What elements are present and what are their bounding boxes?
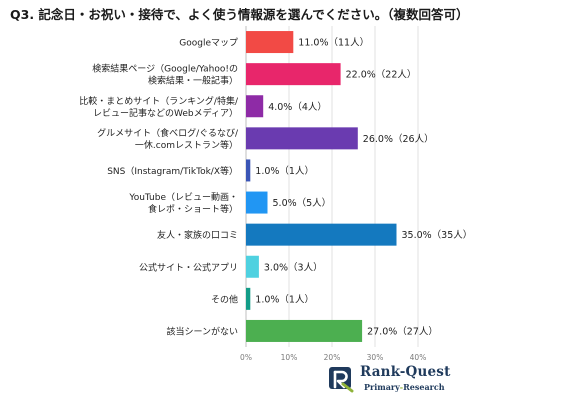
- x-tick-label-1: 10%: [281, 353, 298, 362]
- bar-2: [246, 95, 264, 118]
- bar-9: [246, 319, 363, 342]
- bar-5: [246, 191, 268, 214]
- value-label-1: 22.0%（22人）: [346, 69, 417, 81]
- category-label-1-line-0: 検索結果ページ（Google/Yahoo!の: [92, 63, 238, 75]
- bar-0: [246, 31, 294, 54]
- logo-name: Rank-Quest: [360, 364, 451, 380]
- x-tick-label-3: 30%: [367, 353, 384, 362]
- category-label-2-line-1: レビュー記事などのWebメディア）: [93, 107, 238, 119]
- value-label-3: 26.0%（26人）: [363, 133, 434, 145]
- category-label-0-line-0: Googleマップ: [179, 38, 238, 49]
- logo-subtitle: Primary-Research: [364, 382, 445, 392]
- bar-3: [246, 127, 358, 150]
- value-label-6: 35.0%（35人）: [402, 229, 473, 241]
- logo-subtitle-right: Research: [403, 382, 445, 392]
- value-label-5: 5.0%（5人）: [273, 197, 332, 209]
- category-label-9: 該当シーンがない: [166, 325, 238, 337]
- value-label-9: 27.0%（27人）: [367, 325, 438, 337]
- category-label-6: 友人・家族の口コミ: [157, 229, 238, 241]
- category-label-7: 公式サイト・公式アプリ: [139, 261, 238, 273]
- value-label-2: 4.0%（4人）: [268, 101, 327, 113]
- x-tick-label-4: 40%: [410, 353, 427, 362]
- category-label-3: グルメサイト（食べログ/ぐるなび/一休.comレストラン等）: [97, 127, 239, 151]
- category-label-9-line-0: 該当シーンがない: [166, 325, 238, 337]
- value-label-8: 1.0%（1人）: [255, 293, 314, 305]
- x-tick-label-2: 20%: [324, 353, 341, 362]
- bar-1: [246, 63, 341, 86]
- bar-4: [246, 159, 251, 182]
- category-label-5: YouTube（レビュー動画・食レポ・ショート等）: [128, 192, 238, 215]
- category-label-5-line-0: YouTube（レビュー動画・: [128, 192, 238, 203]
- category-label-1-line-1: 検索結果・一般記事）: [148, 75, 238, 87]
- category-label-0: Googleマップ: [179, 38, 238, 49]
- category-label-8-line-0: その他: [211, 293, 238, 305]
- category-label-2: 比較・まとめサイト（ランキング/特集/レビュー記事などのWebメディア）: [79, 95, 239, 119]
- value-label-7: 3.0%（3人）: [264, 261, 323, 273]
- rank-quest-logo: Rank-Quest Primary-Research: [326, 362, 466, 396]
- bar-6: [246, 223, 397, 246]
- value-label-4: 1.0%（1人）: [255, 165, 314, 177]
- bar-7: [246, 255, 259, 278]
- category-label-7-line-0: 公式サイト・公式アプリ: [139, 261, 238, 273]
- category-label-6-line-0: 友人・家族の口コミ: [157, 229, 238, 241]
- bar-8: [246, 287, 251, 310]
- chart-title: Q3. 記念日・お祝い・接待で、よく使う情報源を選んでください。（複数回答可）: [10, 7, 469, 22]
- logo-subtitle-hyphen: -: [399, 382, 404, 392]
- category-label-2-line-0: 比較・まとめサイト（ランキング/特集/: [79, 95, 239, 107]
- category-label-3-line-0: グルメサイト（食べログ/ぐるなび/: [97, 127, 239, 139]
- category-label-4: SNS（Instagram/TikTok/X等）: [107, 165, 238, 177]
- category-label-4-line-0: SNS（Instagram/TikTok/X等）: [107, 165, 238, 177]
- logo-subtitle-left: Primary: [364, 382, 400, 392]
- category-label-1: 検索結果ページ（Google/Yahoo!の検索結果・一般記事）: [92, 63, 238, 87]
- x-tick-label-0: 0%: [240, 353, 252, 362]
- category-label-5-line-1: 食レポ・ショート等）: [148, 203, 238, 215]
- category-label-3-line-1: 一休.comレストラン等）: [135, 139, 238, 151]
- category-label-8: その他: [211, 293, 238, 305]
- value-label-0: 11.0%（11人）: [298, 37, 369, 49]
- rank-quest-logo-icon: [329, 367, 354, 393]
